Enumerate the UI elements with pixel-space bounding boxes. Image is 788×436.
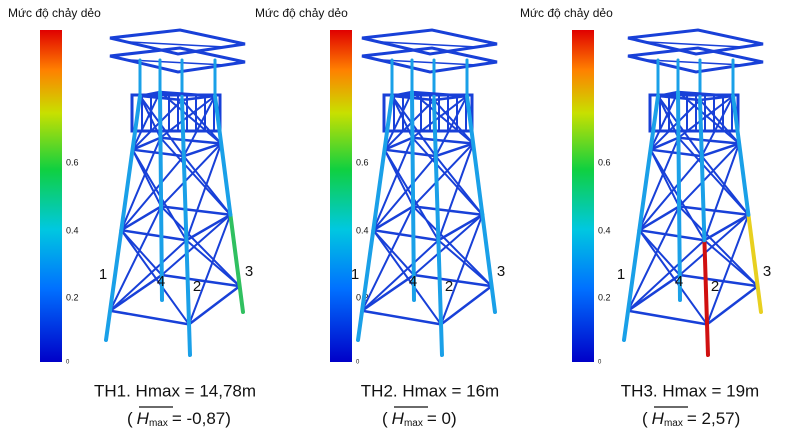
member [678, 92, 679, 206]
member [133, 150, 162, 207]
leg-label: 1 [617, 266, 625, 283]
leg-label: 2 [711, 278, 719, 295]
member [186, 240, 190, 355]
symbol: H [137, 409, 150, 428]
member [628, 240, 704, 310]
member [230, 215, 243, 312]
member [639, 230, 704, 240]
paren: ( [642, 409, 648, 428]
leg-label: 1 [351, 266, 359, 283]
member [106, 230, 121, 340]
paren: ( [382, 409, 388, 428]
member [704, 144, 739, 241]
subcaption: (Hmax = 2,57) [642, 409, 740, 428]
colorbar-tick-label: 0.6 [66, 157, 79, 167]
colorbar-tick-label: 0.4 [66, 225, 79, 235]
member [412, 92, 413, 206]
member [438, 240, 442, 355]
value: = 2,57) [687, 409, 740, 428]
leg-label: 3 [245, 263, 253, 280]
subscript: max [664, 418, 683, 429]
member [624, 230, 639, 340]
colorbar [40, 30, 62, 362]
subscript: max [149, 418, 168, 429]
colorbar-tick-label: 0.6 [598, 157, 611, 167]
subcaption: (Hmax = 0) [382, 409, 457, 428]
member [186, 215, 230, 240]
member [182, 100, 186, 240]
colorbar-title: Mức độ chảy dẻo [255, 6, 348, 20]
subcaption: (Hmax = -0,87) [127, 409, 231, 428]
member [373, 230, 438, 240]
colorbar-tick-label: 0.6 [356, 157, 369, 167]
colorbar [572, 30, 594, 362]
member [704, 240, 708, 355]
member [121, 230, 186, 240]
member [110, 240, 186, 310]
member [385, 150, 414, 207]
leg-label: 3 [497, 263, 505, 280]
member [628, 311, 707, 325]
caption: TH1. Hmax = 14,78m [94, 381, 256, 400]
member [362, 240, 438, 310]
tower: 1 4 2 3 [351, 30, 505, 355]
caption: TH2. Hmax = 16m [361, 381, 499, 400]
member [704, 215, 748, 240]
value: = -0,87) [172, 409, 231, 428]
member [362, 311, 441, 325]
value: = 0) [427, 409, 457, 428]
colorbar [330, 30, 352, 362]
colorbar-tick-label: 0.2 [66, 292, 79, 302]
member [358, 230, 373, 340]
leg-label: 4 [409, 273, 417, 290]
member [700, 100, 704, 240]
panel: Mức độ chảy dẻo00.20.40.61423TH2. Hmax =… [255, 6, 505, 428]
leg-label: 3 [763, 263, 771, 280]
colorbar-tick-label: 0.4 [598, 225, 611, 235]
member [438, 144, 473, 241]
colorbar-tick-label: 0.4 [356, 225, 369, 235]
member [651, 150, 680, 207]
member [434, 100, 438, 240]
caption: TH3. Hmax = 19m [621, 381, 759, 400]
member [110, 311, 189, 325]
colorbar-title: Mức độ chảy dẻo [8, 6, 101, 20]
tower: 1 4 2 3 [617, 30, 771, 355]
colorbar-title: Mức độ chảy dẻo [520, 6, 613, 20]
member [373, 230, 413, 275]
paren: ( [127, 409, 133, 428]
panel: Mức độ chảy dẻo 0 0.2 0.4 0.6 1 4 2 3 TH3. Hmax =… [520, 6, 771, 428]
member [639, 230, 679, 275]
subscript: max [404, 418, 423, 429]
leg-label: 1 [99, 266, 107, 283]
member [438, 215, 482, 240]
tower: 1 4 2 3 [99, 30, 253, 355]
member [748, 215, 761, 312]
member [121, 230, 161, 275]
colorbar-tick-label: 0.2 [598, 292, 611, 302]
member [482, 215, 495, 312]
member [186, 144, 221, 241]
symbol: H [392, 409, 405, 428]
leg-label: 2 [445, 278, 453, 295]
leg-label: 4 [157, 273, 165, 290]
figure: Mức độ chảy dẻo 0 0.2 0.4 0.6 1 4 2 3 TH1. Hmax =… [0, 0, 788, 436]
colorbar-tick-label: 0 [356, 360, 360, 366]
colorbar-tick-label: 0 [598, 360, 602, 366]
colorbar-tick-label: 0 [66, 360, 70, 366]
symbol: H [652, 409, 665, 428]
leg-label: 4 [675, 273, 683, 290]
member [160, 92, 161, 206]
leg-label: 2 [193, 278, 201, 295]
panel: Mức độ chảy dẻo 0 0.2 0.4 0.6 1 4 2 3 TH1. Hmax =… [8, 6, 256, 428]
